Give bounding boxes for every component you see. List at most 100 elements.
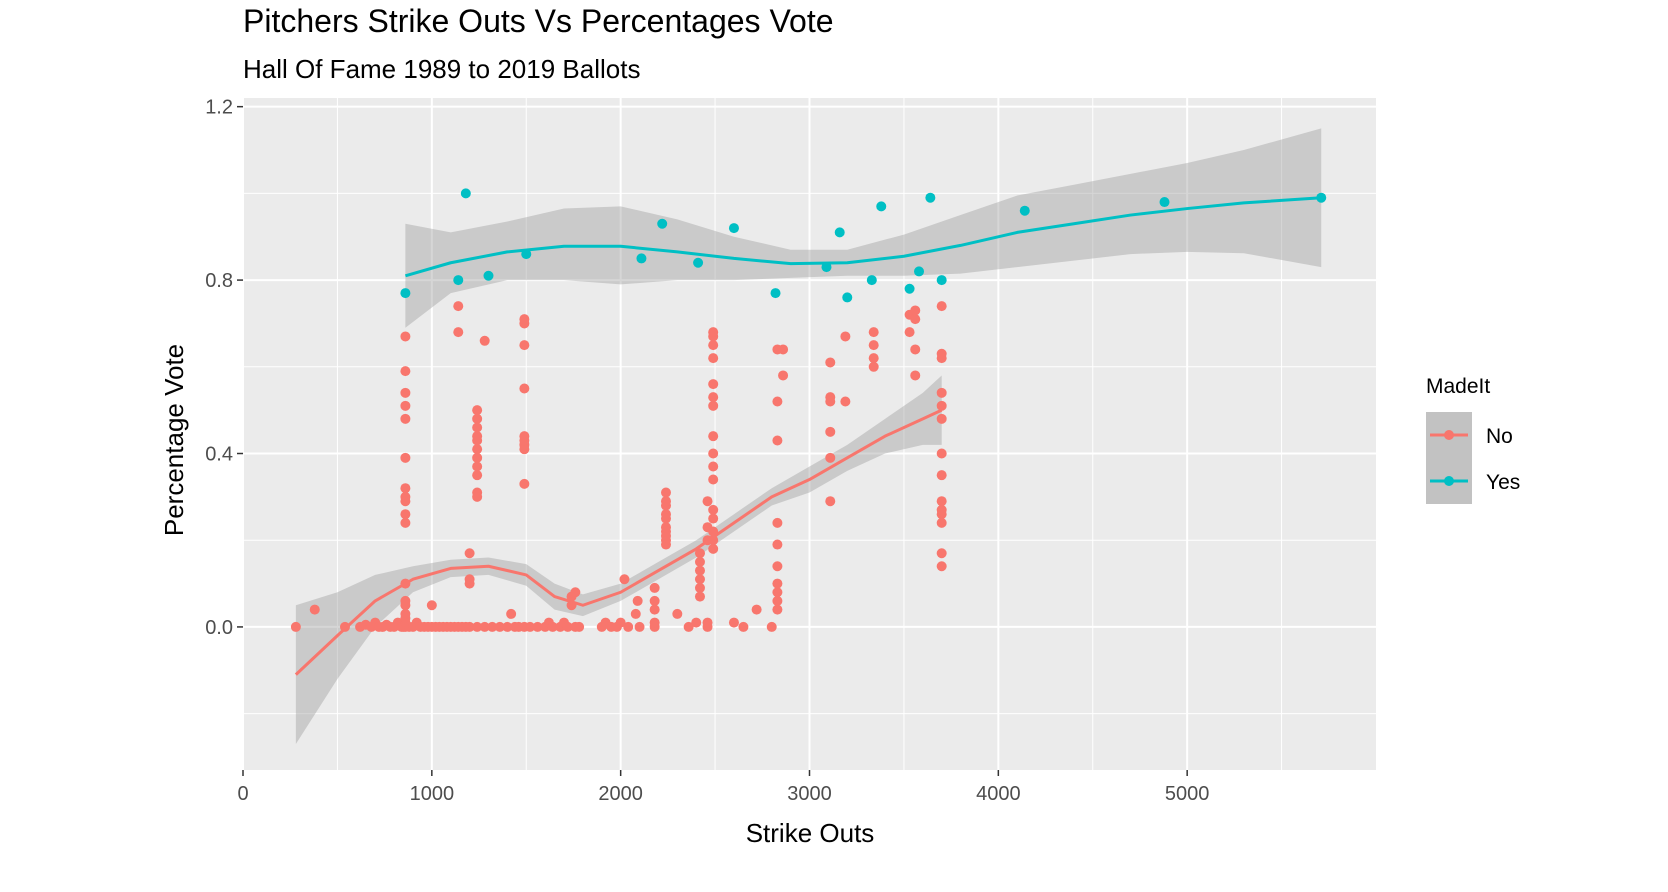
point-no: [649, 617, 660, 628]
point-no: [778, 344, 789, 355]
point-yes: [1159, 197, 1170, 208]
point-no: [738, 621, 749, 632]
point-no: [691, 617, 702, 628]
point-yes: [483, 270, 494, 281]
smooth-line-yes: [404, 196, 1322, 278]
point-no: [494, 621, 505, 632]
legend-title: MadeIt: [1426, 375, 1490, 398]
point-no: [472, 461, 483, 472]
point-no: [772, 396, 783, 407]
point-no: [708, 379, 719, 390]
point-no: [479, 335, 490, 346]
point-no: [825, 452, 836, 463]
point-no: [660, 487, 671, 498]
point-no: [400, 491, 411, 502]
point-no: [464, 574, 475, 585]
point-no: [400, 387, 411, 398]
point-no: [634, 621, 645, 632]
point-no: [936, 400, 947, 411]
point-no: [525, 621, 536, 632]
y-tick-label: 0.4: [205, 444, 233, 466]
y-axis-title: Percentage Vote: [159, 344, 189, 536]
legend-dot-no: [1444, 430, 1454, 440]
point-no: [694, 574, 705, 585]
point-no: [825, 426, 836, 437]
confidence-bands: [295, 128, 1322, 744]
point-no: [400, 400, 411, 411]
point-yes: [400, 288, 411, 299]
point-no: [290, 621, 301, 632]
x-tick-label: 0: [237, 783, 248, 805]
point-no: [936, 387, 947, 398]
x-tick-label: 2000: [598, 783, 643, 805]
point-no: [632, 595, 643, 606]
chart-title: Pitchers Strike Outs Vs Percentages Vote: [243, 3, 834, 39]
legend-label-no: No: [1486, 425, 1513, 448]
point-no: [694, 591, 705, 602]
point-no: [519, 314, 530, 325]
point-no: [708, 543, 719, 554]
point-no: [519, 383, 530, 394]
point-no: [400, 595, 411, 606]
point-no: [904, 327, 915, 338]
point-no: [708, 392, 719, 403]
point-no: [708, 474, 719, 485]
point-no: [630, 608, 641, 619]
y-tick-label: 0.8: [205, 270, 233, 292]
point-no: [728, 617, 739, 628]
point-no: [840, 331, 851, 342]
smooth-line-no: [294, 408, 943, 676]
point-no: [660, 496, 671, 507]
point-no: [910, 370, 921, 381]
x-axis-title: Strike Outs: [746, 818, 875, 848]
point-no: [574, 621, 585, 632]
point-no: [708, 353, 719, 364]
point-no: [453, 301, 464, 312]
point-no: [660, 522, 671, 533]
point-no: [702, 496, 713, 507]
point-no: [708, 431, 719, 442]
point-no: [506, 608, 517, 619]
point-no: [936, 470, 947, 481]
point-no: [868, 353, 879, 364]
point-yes: [904, 283, 915, 294]
point-no: [694, 565, 705, 576]
point-no: [660, 509, 671, 520]
point-yes: [936, 275, 947, 286]
legend-label-yes: Yes: [1486, 471, 1520, 494]
point-no: [708, 400, 719, 411]
point-no: [672, 608, 683, 619]
y-tick-label: 1.2: [205, 97, 233, 119]
point-no: [472, 413, 483, 424]
point-no: [426, 600, 437, 611]
point-no: [772, 561, 783, 572]
point-no: [547, 621, 558, 632]
point-no: [472, 444, 483, 455]
point-no: [708, 513, 719, 524]
confidence-band-yes: [405, 128, 1322, 328]
point-no: [400, 366, 411, 377]
point-no: [502, 621, 513, 632]
point-no: [825, 392, 836, 403]
point-no: [772, 435, 783, 446]
point-no: [562, 621, 573, 632]
y-axis: 0.0 0.4 0.8 1.2: [205, 97, 243, 639]
point-no: [487, 621, 498, 632]
point-no: [400, 413, 411, 424]
grid-lines: [242, 98, 1376, 770]
point-no: [772, 587, 783, 598]
point-yes: [1019, 205, 1030, 216]
point-no: [910, 344, 921, 355]
point-no: [472, 431, 483, 442]
point-no: [868, 340, 879, 351]
x-tick-label: 5000: [1165, 783, 1210, 805]
point-yes: [728, 223, 739, 234]
point-no: [936, 496, 947, 507]
point-no: [772, 517, 783, 528]
point-no: [772, 578, 783, 589]
point-no: [519, 478, 530, 489]
point-no: [910, 314, 921, 325]
point-no: [400, 509, 411, 520]
point-no: [936, 448, 947, 459]
